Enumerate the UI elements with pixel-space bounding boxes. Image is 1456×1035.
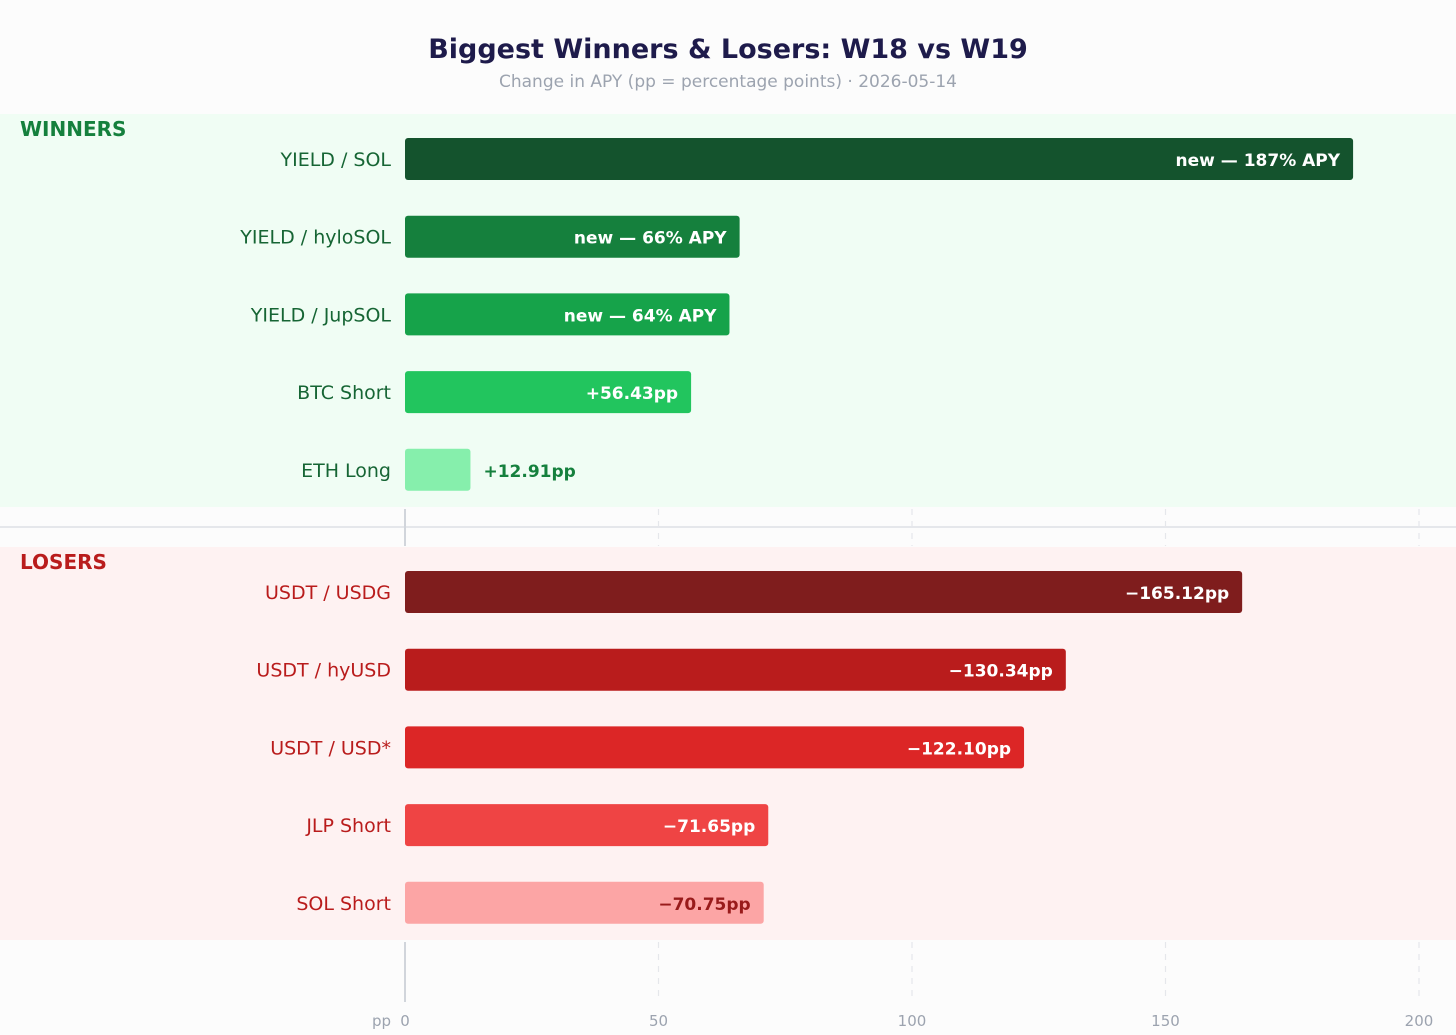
bar-usdt-hyusd [405,648,1066,691]
category-label: YIELD / SOL [279,149,391,171]
bar-usdt-usd- [405,726,1025,769]
value-label: −130.34pp [949,662,1053,682]
bar-eth-long [405,448,471,491]
value-label: −70.75pp [658,895,750,915]
category-label: ETH Long [301,460,391,482]
chart-title: Biggest Winners & Losers: W18 vs W19 [428,34,1028,65]
category-label: JLP Short [305,815,391,837]
bar-usdt-usdg [405,571,1243,613]
x-tick-label: 150 [1151,1012,1180,1030]
category-label: SOL Short [296,893,391,915]
x-tick-label: 0 [400,1012,410,1030]
section-label-losers: LOSERS [20,550,107,574]
category-label: BTC Short [297,382,391,404]
value-label: −122.10pp [907,739,1011,759]
category-label: USDT / USD* [270,737,391,759]
category-label: YIELD / hyloSOL [239,227,391,249]
category-label: USDT / USDG [265,582,391,604]
value-label: new — 187% APY [1176,151,1341,171]
value-label: −71.65pp [663,817,755,837]
bar-jlp-short [405,804,769,847]
bar-yield-sol [405,138,1354,180]
chart-subtitle: Change in APY (pp = percentage points) ·… [499,72,957,92]
value-label: +56.43pp [586,384,678,404]
x-axis-unit-label: pp [372,1012,391,1030]
grid-lines [0,509,1456,1002]
value-label: −165.12pp [1125,584,1229,604]
bars [405,138,1354,924]
value-label: +12.91pp [483,462,575,482]
section-label-winners: WINNERS [20,117,126,141]
bar-yield-hylosol [405,215,740,258]
x-tick-label: 50 [649,1012,668,1030]
x-tick-label: 200 [1405,1012,1434,1030]
category-label: USDT / hyUSD [256,660,391,682]
value-label: new — 66% APY [574,229,727,249]
bar-yield-jupsol [405,293,730,336]
x-tick-label: 100 [898,1012,927,1030]
bar-sol-short [405,881,764,924]
bar-btc-short [405,371,692,414]
labels: WINNERS YIELD / SOL new — 187% APY YIELD / … [20,117,1433,1030]
category-label: YIELD / JupSOL [250,304,392,326]
value-label: new — 64% APY [564,306,717,326]
